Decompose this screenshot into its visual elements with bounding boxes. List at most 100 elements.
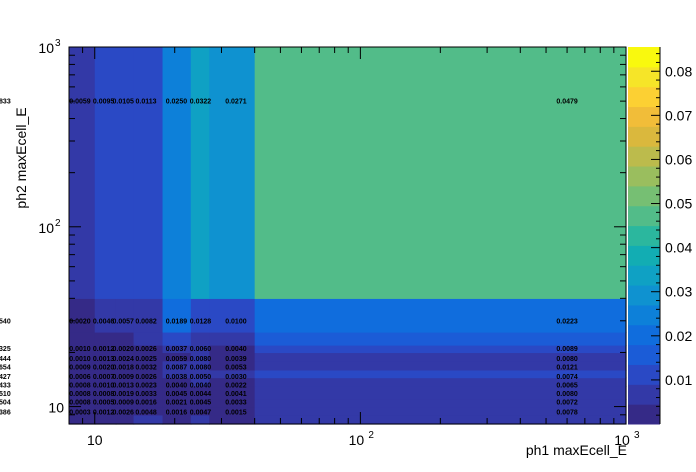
heatmap-cell [94, 406, 117, 416]
cell-value-label: 0.0113 [136, 99, 157, 106]
heatmap-cell [94, 47, 117, 299]
heatmap-cell [209, 377, 256, 387]
colorbar-swatch [628, 384, 660, 405]
cell-value-label: 0.0045 [190, 400, 212, 407]
heatmap-cell [162, 414, 192, 425]
x-axis-title: ph1 maxEcell_E [526, 442, 627, 458]
cell-value-label: 0.0024 [113, 356, 135, 363]
heatmap-cell [209, 386, 256, 400]
heatmap-cell [69, 352, 96, 362]
cell-value-label: 0.0433 [0, 382, 11, 389]
x-tick-label: 10 [349, 432, 365, 448]
cell-value-label: 0.0015 [225, 410, 247, 417]
y-tick-exponent: 3 [55, 38, 61, 49]
heatmap-cell [190, 414, 210, 425]
heatmap-cell [162, 399, 192, 408]
heatmap-cell [162, 298, 192, 333]
cell-value-label: 0.0540 [0, 318, 11, 325]
cell-value-label: 0.0009 [69, 365, 91, 372]
heatmap-cell [254, 399, 627, 408]
colorbar-tick-label: 0.05 [665, 196, 692, 212]
heatmap-cell [254, 331, 627, 346]
heatmap-cell [254, 386, 627, 400]
heatmap-cell [94, 377, 117, 387]
cell-value-label: 0.0080 [556, 356, 578, 363]
cell-value-label: 0.0022 [225, 382, 247, 389]
cell-value-label: 0.0479 [556, 99, 578, 106]
cell-value-label: 0.0013 [93, 356, 115, 363]
colorbar-tick-label: 0.08 [665, 63, 692, 79]
heatmap-cell [94, 331, 117, 346]
cell-value-label: 0.0060 [190, 346, 212, 353]
heatmap-cell [94, 369, 117, 379]
heatmap-cell [94, 360, 117, 371]
heatmap-cell [115, 369, 135, 379]
heatmap-cell [254, 345, 627, 354]
heatmap-cell [209, 352, 256, 362]
cell-value-label: 0.0013 [113, 382, 135, 389]
cell-value-label: 0.0025 [135, 356, 157, 363]
heatmap-cell [69, 399, 96, 408]
cell-value-label: 0.0040 [225, 346, 247, 353]
y-tick-label: 10 [38, 40, 54, 56]
heatmap-cell [94, 399, 117, 408]
y-tick-label: 10 [38, 220, 54, 236]
cell-value-label: 0.0059 [69, 99, 91, 106]
colorbar-swatch [628, 185, 660, 207]
heatmap-cell [115, 414, 135, 425]
x-tick-label: 10 [87, 432, 103, 448]
cell-value-label: 0.0271 [225, 99, 247, 106]
cell-value-label: 0.0007 [93, 374, 115, 381]
cell-value-label: 0.0003 [69, 410, 91, 417]
colorbar-tick-label: 0.07 [665, 107, 692, 123]
cell-value-label: 0.0074 [556, 374, 578, 381]
heatmap-cell [133, 399, 164, 408]
heatmap-cell [209, 298, 256, 333]
heatmap-cell [254, 369, 627, 379]
cell-value-label: 0.0018 [113, 365, 135, 372]
heatmap-cell [133, 331, 164, 346]
cell-value-label: 0.0072 [556, 400, 578, 407]
heatmap-cell [209, 399, 256, 408]
heatmap-cell [209, 406, 256, 416]
cell-value-label: 0.0033 [225, 400, 247, 407]
colorbar-swatch [628, 265, 660, 286]
cell-value-label: 0.0045 [166, 391, 188, 398]
cell-value-label: 0.0427 [0, 374, 11, 381]
cell-value-label: 0.0080 [556, 391, 578, 398]
heatmap-cell [69, 360, 96, 371]
heatmap-cell [69, 377, 96, 387]
heatmap-cell [190, 406, 210, 416]
cell-value-label: 0.0050 [190, 374, 212, 381]
heatmap-cell [115, 331, 135, 346]
colorbar-tick-label: 0.04 [665, 240, 692, 256]
cell-value-label: 0.0053 [225, 365, 247, 372]
colorbar-swatch [628, 86, 660, 108]
cell-value-label: 0.0040 [190, 382, 212, 389]
cell-value-label: 0.0833 [0, 99, 11, 106]
cell-value-label: 0.0005 [93, 400, 115, 407]
cell-value-label: 0.0032 [135, 365, 157, 372]
cell-value-label: 0.0012 [93, 410, 115, 417]
colorbar-swatch [628, 245, 660, 266]
colorbar-swatch [628, 344, 660, 365]
heatmap-cell [190, 47, 210, 299]
cell-value-label: 0.0095 [93, 99, 115, 106]
cell-value-label: 0.0009 [113, 374, 135, 381]
cell-value-label: 0.0046 [93, 318, 115, 325]
heatmap-cell [115, 377, 135, 387]
cell-value-label: 0.0057 [113, 318, 135, 325]
cell-value-label: 0.0033 [135, 391, 157, 398]
cell-value-label: 0.0008 [93, 391, 115, 398]
cell-value-label: 0.0006 [69, 374, 91, 381]
heatmap-cell [115, 298, 135, 333]
heatmap-cell [162, 377, 192, 387]
cell-value-label: 0.0037 [166, 346, 188, 353]
colorbar-swatch [628, 66, 660, 88]
x-tick-exponent: 2 [368, 430, 374, 441]
cell-value-label: 0.0189 [166, 318, 188, 325]
heatmap-cell [133, 369, 164, 379]
heatmap-cell [115, 360, 135, 371]
